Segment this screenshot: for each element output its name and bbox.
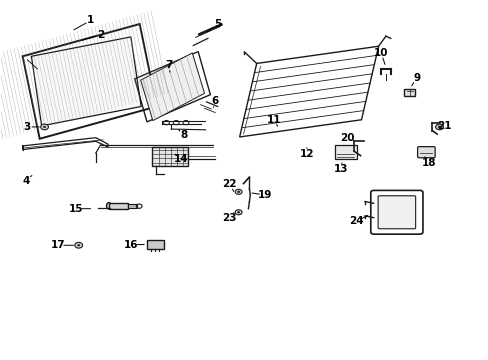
Circle shape <box>237 211 240 213</box>
Circle shape <box>237 191 240 193</box>
Text: 15: 15 <box>69 204 83 214</box>
Text: 4: 4 <box>23 176 30 186</box>
Text: 14: 14 <box>173 154 188 164</box>
Text: 9: 9 <box>412 73 419 83</box>
Text: 22: 22 <box>222 179 237 189</box>
Circle shape <box>43 126 46 128</box>
Text: 11: 11 <box>266 115 281 125</box>
Circle shape <box>77 244 80 246</box>
Text: 20: 20 <box>339 133 353 143</box>
Circle shape <box>75 242 82 248</box>
Text: 6: 6 <box>211 96 219 106</box>
Circle shape <box>435 124 443 130</box>
FancyBboxPatch shape <box>377 196 415 229</box>
FancyBboxPatch shape <box>152 147 188 166</box>
Text: 10: 10 <box>373 48 387 58</box>
Text: 19: 19 <box>257 190 272 200</box>
Text: 12: 12 <box>299 149 313 159</box>
FancyBboxPatch shape <box>404 89 414 96</box>
Text: 23: 23 <box>222 213 237 222</box>
Text: 2: 2 <box>97 30 104 40</box>
Text: 7: 7 <box>165 60 172 70</box>
Circle shape <box>437 126 440 128</box>
FancyBboxPatch shape <box>147 240 163 249</box>
FancyBboxPatch shape <box>109 203 128 210</box>
Text: 13: 13 <box>333 164 347 174</box>
Polygon shape <box>31 37 141 126</box>
Text: 17: 17 <box>51 240 65 250</box>
Text: 5: 5 <box>214 19 221 29</box>
Circle shape <box>41 124 48 130</box>
FancyBboxPatch shape <box>334 145 356 159</box>
FancyBboxPatch shape <box>417 147 434 158</box>
FancyBboxPatch shape <box>128 204 137 208</box>
Text: 3: 3 <box>23 122 30 132</box>
Ellipse shape <box>106 203 111 209</box>
Circle shape <box>235 189 242 194</box>
Text: 16: 16 <box>124 239 138 249</box>
Text: 21: 21 <box>436 121 451 131</box>
Polygon shape <box>141 53 204 121</box>
Text: 1: 1 <box>87 15 94 26</box>
Circle shape <box>235 210 242 215</box>
Text: 24: 24 <box>348 216 363 226</box>
Text: 18: 18 <box>421 158 435 168</box>
Text: 8: 8 <box>180 130 187 140</box>
